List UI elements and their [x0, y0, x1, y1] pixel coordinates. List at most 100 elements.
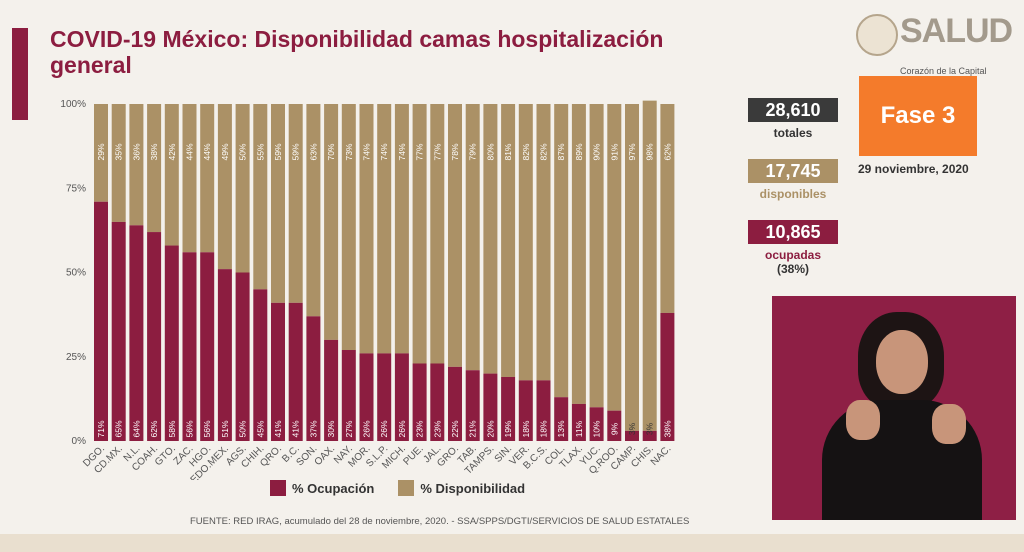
bar-availability [607, 104, 622, 411]
occupancy-value-label: 64% [131, 420, 141, 437]
bar-availability [430, 104, 445, 364]
bar-occupancy [235, 272, 250, 441]
stat-total-value: 28,610 [748, 98, 838, 122]
x-axis-labels: DGO.CD.MX.N.L.COAH.GTO.ZAC.HGO.EDO.MEX.A… [81, 443, 673, 480]
availability-value-label: 82% [539, 143, 549, 160]
bar-occupancy [111, 221, 126, 441]
bar-availability [359, 104, 374, 354]
availability-value-label: 74% [362, 143, 372, 160]
occupancy-value-label: 56% [202, 420, 212, 437]
bar-occupancy [200, 252, 215, 441]
bar-occupancy [182, 252, 197, 441]
bar-occupancy [341, 350, 356, 441]
sign-language-interpreter-video [772, 296, 1016, 520]
source-note: FUENTE: RED IRAG, acumulado del 28 de no… [190, 516, 690, 527]
bar-occupancy [412, 363, 427, 441]
bar-availability [235, 104, 250, 273]
bar-occupancy [518, 380, 533, 441]
bar-occupancy [164, 245, 179, 441]
availability-value-label: 82% [521, 143, 531, 160]
bar-occupancy [554, 397, 569, 441]
occupancy-value-label: 11% [574, 420, 584, 437]
occupancy-value-label: 22% [450, 420, 460, 437]
availability-value-label: 55% [255, 143, 265, 160]
bar-occupancy [129, 225, 144, 441]
legend-item-availability: % Disponibilidad [398, 480, 525, 496]
bar-occupancy [642, 430, 657, 441]
bar-occupancy [94, 201, 108, 441]
bar-occupancy [625, 430, 639, 441]
occupancy-value-label: 27% [344, 420, 354, 437]
availability-value-label: 91% [609, 143, 619, 160]
y-tick-label: 0% [72, 436, 87, 447]
occupancy-value-label: 50% [238, 420, 248, 437]
phase-badge: Fase 3 [859, 76, 977, 156]
legend-swatch-occupancy [270, 480, 286, 496]
availability-value-label: 97% [627, 143, 637, 160]
occupancy-value-label: 10% [592, 420, 602, 437]
bar-occupancy [288, 302, 303, 441]
x-category-label: NAC. [649, 443, 674, 468]
bar-availability [554, 104, 569, 398]
availability-value-label: 63% [308, 143, 318, 160]
availability-value-label: 44% [202, 143, 212, 160]
legend-item-occupancy: % Ocupación [270, 480, 374, 496]
occupancy-value-label: 41% [273, 420, 283, 437]
availability-value-label: 74% [379, 143, 389, 160]
y-tick-label: 25% [66, 352, 86, 363]
availability-value-label: 35% [114, 143, 124, 160]
occupancy-value-label: 19% [503, 420, 513, 437]
y-tick-label: 50% [66, 268, 86, 279]
availability-value-label: 98% [645, 143, 655, 160]
bar-availability [324, 104, 339, 340]
occupancy-value-label: 20% [485, 420, 495, 437]
availability-value-label: 81% [503, 143, 513, 160]
occupancy-value-label: 37% [308, 420, 318, 437]
bar-availability [501, 104, 516, 377]
bar-occupancy [359, 353, 374, 441]
bar-availability [217, 104, 232, 270]
legend-label-occupancy: % Ocupación [292, 480, 375, 496]
availability-value-label: 42% [167, 143, 177, 160]
bar-occupancy [589, 407, 604, 441]
accent-stripe [12, 28, 28, 120]
seal-icon [856, 14, 898, 56]
bar-occupancy [147, 232, 162, 441]
occupancy-value-label: 3% [645, 422, 655, 435]
bar-availability [147, 104, 162, 233]
stat-available-value: 17,745 [748, 159, 838, 183]
bar-occupancy [571, 403, 586, 441]
availability-value-label: 38% [149, 143, 159, 160]
bar-occupancy [271, 302, 285, 441]
bar-availability [341, 104, 356, 351]
bar-occupancy [607, 410, 622, 441]
bar-availability [200, 104, 215, 253]
legend-label-availability: % Disponibilidad [420, 480, 526, 496]
bar-occupancy [448, 366, 462, 441]
stat-occupied: 10,865 ocupadas (38%) [748, 220, 838, 276]
report-date: 29 noviembre, 2020 [858, 162, 969, 176]
bar-availability [465, 104, 480, 371]
bar-availability [536, 104, 551, 381]
legend: % Ocupación % Disponibilidad [270, 480, 549, 496]
occupancy-value-label: 71% [96, 420, 106, 437]
occupancy-value-label: 13% [556, 420, 566, 437]
availability-value-label: 36% [131, 143, 141, 160]
y-axis: 0% 25% 50% 75% 100% [60, 99, 86, 447]
stat-occupied-label: ocupadas [764, 248, 821, 262]
bar-availability [660, 104, 675, 313]
stat-total-label: totales [773, 126, 813, 140]
occupancy-value-label: 41% [291, 420, 301, 437]
availability-value-label: 59% [291, 143, 301, 160]
bottom-band [0, 534, 1024, 552]
stat-occupied-value: 10,865 [748, 220, 838, 244]
bar-availability [518, 104, 533, 381]
availability-value-label: 73% [344, 143, 354, 160]
logo-subtitle: Corazón de la Capital [900, 66, 987, 76]
stat-available-label: disponibles [759, 187, 827, 201]
occupancy-value-label: 18% [521, 420, 531, 437]
availability-value-label: 89% [574, 143, 584, 160]
availability-value-label: 49% [220, 143, 230, 160]
availability-value-label: 77% [415, 143, 425, 160]
interpreter-face [876, 330, 928, 394]
